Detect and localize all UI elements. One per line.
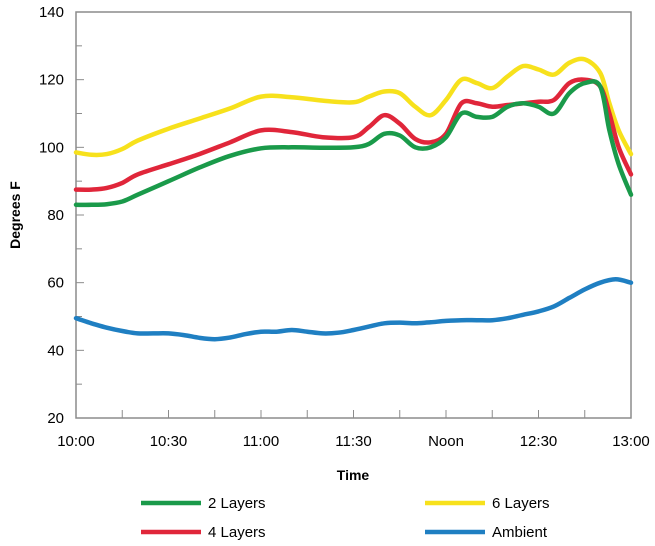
legend-label-ambient: Ambient — [492, 524, 548, 541]
y-tick-label: 40 — [47, 342, 64, 359]
x-tick-label: 11:30 — [335, 433, 371, 450]
y-tick-label: 60 — [47, 275, 64, 292]
x-tick-label: 13:00 — [612, 433, 650, 450]
x-tick-label: 12:30 — [520, 433, 558, 450]
y-axis: 20 40 60 80 100 120 140 — [39, 4, 84, 427]
y-tick-label: 100 — [39, 139, 64, 156]
y-tick-label: 80 — [47, 207, 64, 224]
x-tick-label: 10:30 — [150, 433, 188, 450]
legend-label-4-layers: 4 Layers — [208, 524, 266, 541]
legend-label-2-layers: 2 Layers — [208, 495, 266, 512]
plot-frame — [75, 11, 632, 419]
x-axis-title: Time — [337, 467, 370, 483]
series-line-6-layers — [73, 56, 634, 158]
y-axis-title: Degrees F — [7, 181, 23, 249]
y-tick-label: 140 — [39, 4, 64, 21]
series-layer — [73, 56, 634, 342]
x-tick-label: Noon — [428, 433, 464, 450]
series-line-ambient — [73, 277, 634, 342]
y-tick-label: 20 — [47, 410, 64, 427]
legend: 2 Layers 4 Layers 6 Layers Ambient — [141, 495, 550, 541]
x-axis: 10:00 10:30 11:00 11:30 Noon 12:30 13:00 — [57, 410, 650, 450]
series-line-2-layers — [73, 79, 634, 208]
x-tick-label: 10:00 — [57, 433, 95, 450]
x-tick-label: 11:00 — [243, 433, 279, 450]
legend-label-6-layers: 6 Layers — [492, 495, 550, 512]
series-line-4-layers — [73, 77, 634, 192]
y-tick-label: 120 — [39, 72, 64, 89]
